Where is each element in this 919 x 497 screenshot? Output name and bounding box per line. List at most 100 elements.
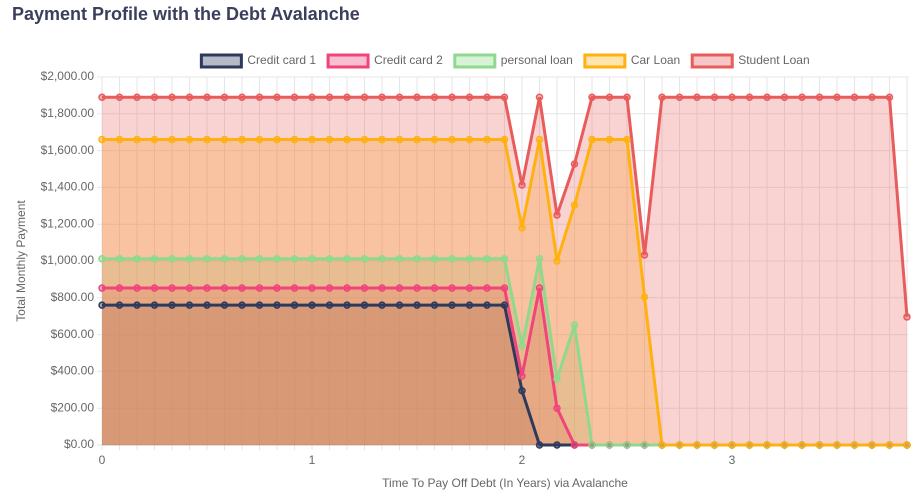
point <box>378 301 386 309</box>
y-tick-label: $1,200.00 <box>41 216 95 230</box>
point <box>500 301 509 309</box>
point <box>518 224 526 232</box>
point <box>273 93 281 101</box>
point <box>623 135 631 144</box>
point <box>815 441 824 449</box>
point <box>798 441 806 449</box>
point <box>885 441 894 449</box>
point <box>483 301 491 309</box>
point <box>115 284 124 292</box>
point <box>115 93 124 101</box>
point <box>255 255 264 263</box>
point <box>465 255 474 263</box>
point <box>518 181 526 189</box>
point <box>255 284 264 292</box>
point <box>413 93 421 101</box>
point <box>98 255 106 263</box>
point <box>553 375 561 383</box>
point <box>273 135 281 144</box>
point <box>203 135 211 144</box>
point <box>693 93 701 101</box>
point <box>605 135 614 144</box>
point <box>483 284 491 292</box>
point <box>850 93 859 101</box>
point <box>885 93 894 101</box>
point <box>360 301 369 309</box>
point <box>728 441 736 449</box>
legend-label: personal loan <box>501 53 573 67</box>
point <box>518 342 526 350</box>
y-tick-label: $1,000.00 <box>41 253 95 267</box>
area <box>102 97 907 446</box>
y-tick-label: $800.00 <box>51 290 95 304</box>
point <box>658 93 666 101</box>
y-tick-label: $0.00 <box>64 437 94 451</box>
point <box>150 93 159 101</box>
point <box>448 93 456 101</box>
point <box>710 93 719 101</box>
point <box>360 284 369 292</box>
point <box>553 441 561 449</box>
point <box>98 135 106 144</box>
y-tick-label: $400.00 <box>51 364 95 378</box>
point <box>588 135 596 144</box>
chart-title: Payment Profile with the Debt Avalanche <box>12 4 360 24</box>
point <box>868 441 876 449</box>
point <box>185 93 194 101</box>
point <box>588 93 596 101</box>
point <box>640 441 649 449</box>
point <box>553 257 561 265</box>
point <box>763 93 771 101</box>
point <box>255 135 264 144</box>
y-tick-label: $1,400.00 <box>41 180 95 194</box>
point <box>308 284 316 292</box>
legend-swatch <box>199 53 243 69</box>
point <box>623 93 631 101</box>
point <box>220 255 229 263</box>
point <box>465 93 474 101</box>
point <box>168 284 176 292</box>
point <box>413 284 421 292</box>
point <box>290 135 299 144</box>
point <box>150 135 159 144</box>
point <box>658 441 666 449</box>
point <box>623 441 631 449</box>
point <box>763 441 771 449</box>
point <box>570 160 579 168</box>
point <box>255 93 264 101</box>
point <box>273 255 281 263</box>
legend: Credit card 1 Credit card 2 personal loan C… <box>199 53 810 69</box>
y-tick-label: $600.00 <box>51 327 95 341</box>
x-tick-label: 0 <box>99 453 106 467</box>
x-tick-label: 1 <box>309 453 316 467</box>
point <box>675 441 684 449</box>
point <box>413 255 421 263</box>
point <box>903 441 911 449</box>
point <box>290 255 299 263</box>
x-tick-label: 2 <box>519 453 526 467</box>
x-tick-label: 3 <box>729 453 736 467</box>
point <box>238 255 246 263</box>
point <box>570 201 579 209</box>
point <box>605 93 614 101</box>
point <box>413 301 421 309</box>
point <box>185 135 194 144</box>
point <box>570 321 579 329</box>
point <box>518 386 526 395</box>
point <box>290 284 299 292</box>
point <box>168 255 176 263</box>
point <box>850 441 859 449</box>
point <box>868 93 876 101</box>
point <box>500 93 509 101</box>
point <box>343 301 351 309</box>
point <box>430 284 439 292</box>
point <box>308 135 316 144</box>
point <box>395 135 404 144</box>
point <box>553 404 561 412</box>
point <box>133 301 141 309</box>
x-axis-label: Time To Pay Off Debt (In Years) via Aval… <box>382 476 628 490</box>
point <box>570 441 579 449</box>
y-tick-label: $1,800.00 <box>41 106 95 120</box>
point <box>115 255 124 263</box>
point <box>220 284 229 292</box>
